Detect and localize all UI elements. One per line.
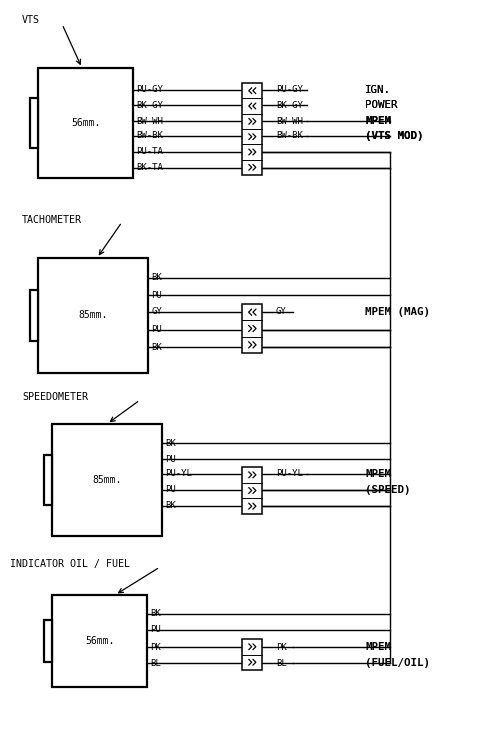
Bar xyxy=(38,258,148,373)
Text: PU: PU xyxy=(150,626,161,635)
Bar xyxy=(242,83,262,175)
Text: BL: BL xyxy=(150,659,161,668)
Text: BK: BK xyxy=(165,501,176,510)
Bar xyxy=(38,68,133,178)
Text: PU: PU xyxy=(151,326,162,335)
Text: PU: PU xyxy=(165,485,176,495)
Text: PU-GY: PU-GY xyxy=(136,86,163,94)
Text: GY: GY xyxy=(151,307,162,316)
Text: BK-TA: BK-TA xyxy=(136,163,163,173)
Text: IGN.: IGN. xyxy=(365,85,391,95)
Text: PU: PU xyxy=(165,455,176,463)
Bar xyxy=(30,98,38,148)
Text: BW-BK: BW-BK xyxy=(136,132,163,141)
Text: 56mm.: 56mm. xyxy=(71,118,100,128)
Text: 56mm.: 56mm. xyxy=(85,636,114,646)
Text: MPEM: MPEM xyxy=(365,642,391,652)
Text: BK-GY: BK-GY xyxy=(136,100,163,110)
Text: PK: PK xyxy=(150,643,161,651)
Text: BK: BK xyxy=(151,343,162,351)
Text: PU-GY: PU-GY xyxy=(276,86,303,94)
Text: (FUEL/OIL): (FUEL/OIL) xyxy=(365,658,430,668)
Text: (VTS MOD): (VTS MOD) xyxy=(365,131,424,141)
Text: (SPEED): (SPEED) xyxy=(365,485,410,495)
Text: TACHOMETER: TACHOMETER xyxy=(22,215,82,225)
Text: BW-WH: BW-WH xyxy=(276,116,303,125)
Text: GY: GY xyxy=(276,307,287,316)
Bar xyxy=(242,304,262,353)
Text: (VTS MOD): (VTS MOD) xyxy=(365,131,424,141)
Text: BL: BL xyxy=(276,659,287,668)
Bar xyxy=(242,639,262,670)
Text: BK: BK xyxy=(151,274,162,283)
Text: MPEM: MPEM xyxy=(365,116,391,126)
Text: IGN.: IGN. xyxy=(365,85,391,95)
Text: BK-GY: BK-GY xyxy=(276,100,303,110)
Text: BW-BK: BW-BK xyxy=(276,132,303,141)
Text: INDICATOR OIL / FUEL: INDICATOR OIL / FUEL xyxy=(10,559,130,569)
Text: POWER: POWER xyxy=(365,100,398,110)
Text: BK: BK xyxy=(165,438,176,447)
Text: MPEM: MPEM xyxy=(365,116,391,126)
Text: PU-YL: PU-YL xyxy=(276,469,303,479)
Text: BW-WH: BW-WH xyxy=(136,116,163,125)
Text: PU: PU xyxy=(151,291,162,299)
Bar xyxy=(52,424,162,536)
Bar xyxy=(44,455,52,505)
Text: BK: BK xyxy=(150,610,161,619)
Bar xyxy=(30,290,38,341)
Text: VTS: VTS xyxy=(22,15,40,25)
Bar xyxy=(44,620,52,662)
Bar xyxy=(242,467,262,514)
Bar xyxy=(52,595,147,687)
Text: 85mm.: 85mm. xyxy=(92,475,122,485)
Text: PU-TA: PU-TA xyxy=(136,148,163,157)
Text: POWER: POWER xyxy=(365,100,398,110)
Text: MPEM: MPEM xyxy=(365,469,391,479)
Text: PU-YL: PU-YL xyxy=(165,469,192,479)
Text: 85mm.: 85mm. xyxy=(78,310,108,321)
Text: SPEEDOMETER: SPEEDOMETER xyxy=(22,392,88,402)
Text: MPEM (MAG): MPEM (MAG) xyxy=(365,307,430,317)
Text: PK: PK xyxy=(276,643,287,651)
